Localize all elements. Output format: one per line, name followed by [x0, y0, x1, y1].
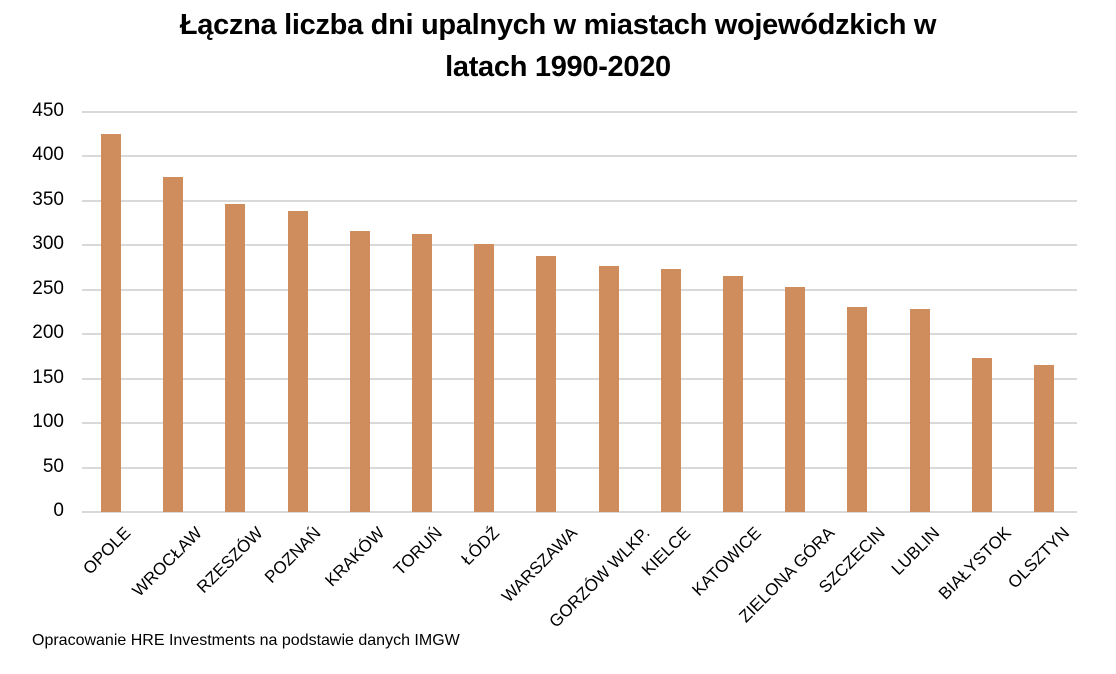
- x-tick-label: OPOLE: [79, 523, 135, 579]
- x-tick-label: OLSZTYN: [1003, 523, 1073, 593]
- plot-area: [82, 111, 1077, 513]
- bar: [660, 269, 681, 512]
- gridline: [82, 199, 1077, 202]
- x-tick-label: BIAŁYSTOK: [935, 523, 1016, 604]
- x-tick-label: LUBLIN: [887, 523, 943, 579]
- gridline: [82, 466, 1077, 469]
- bar: [598, 265, 619, 512]
- bar: [474, 243, 495, 512]
- bar: [1033, 365, 1054, 512]
- y-tick-label: 300: [32, 233, 64, 255]
- y-tick-label: 450: [32, 100, 64, 121]
- gridline: [82, 422, 1077, 425]
- y-tick-label: 100: [32, 411, 64, 433]
- bar: [536, 256, 557, 512]
- x-tick-label: POZNAŃ: [260, 523, 325, 587]
- gridline: [82, 333, 1077, 336]
- bar: [909, 309, 930, 512]
- gridline: [82, 377, 1077, 380]
- chart-title-line-2: latach 1990-2020: [445, 51, 671, 83]
- x-tick-label: WROCŁAW: [128, 523, 206, 601]
- y-tick-label: 250: [32, 277, 64, 299]
- y-tick-label: 200: [32, 322, 64, 344]
- x-tick-label: TORUŃ: [389, 523, 446, 580]
- y-tick-label: 50: [42, 455, 64, 477]
- x-tick-label: ŁÓDŹ: [457, 523, 504, 569]
- bar: [101, 134, 122, 512]
- bar: [722, 276, 743, 512]
- y-tick-label: 350: [32, 188, 64, 210]
- chart-title: Łączna liczba dni upalnych w miastach wo…: [0, 4, 1116, 88]
- y-tick-label: 0: [53, 500, 64, 521]
- gridline: [82, 288, 1077, 291]
- chart-title-line-1: Łączna liczba dni upalnych w miastach wo…: [179, 9, 937, 41]
- y-tick-label: 150: [32, 366, 64, 388]
- x-tick-label: KATOWICE: [688, 523, 766, 600]
- gridline: [82, 511, 1077, 513]
- bar: [163, 176, 184, 512]
- bar: [287, 210, 308, 512]
- bar: [971, 358, 992, 512]
- x-tick-label: KRAKÓW: [321, 523, 388, 591]
- bar: [785, 287, 806, 512]
- gridline: [82, 244, 1077, 247]
- bar: [412, 233, 433, 512]
- bar: [225, 204, 246, 512]
- bar: [847, 306, 868, 512]
- y-tick-label: 400: [32, 144, 64, 166]
- source-note: Opracowanie HRE Investments na podstawie…: [32, 632, 460, 649]
- bar: [349, 231, 370, 512]
- gridline: [82, 155, 1077, 158]
- gridline: [82, 111, 1077, 113]
